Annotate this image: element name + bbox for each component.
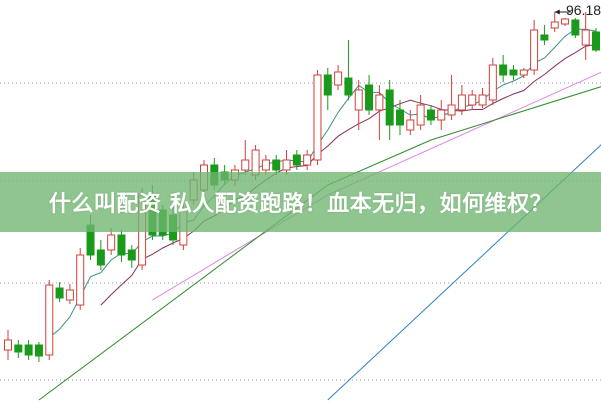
candle-body: [4, 339, 12, 351]
candle-body: [561, 18, 570, 25]
candle-body: [344, 77, 353, 96]
max-price-annotation: 96.18: [566, 2, 601, 18]
candle-body: [272, 159, 281, 171]
candle-body: [14, 344, 23, 353]
candle-body: [437, 109, 446, 121]
candle-body: [396, 109, 404, 126]
candle-body: [96, 249, 105, 266]
candle-body: [45, 284, 54, 356]
candle-body: [499, 64, 508, 76]
candle-body: [375, 94, 384, 111]
candle-body: [241, 159, 250, 171]
candle-body: [592, 31, 600, 51]
candle-body: [488, 64, 497, 101]
candle-body: [282, 159, 291, 171]
candle-body: [127, 249, 136, 261]
candle-body: [323, 74, 332, 96]
candle-body: [107, 234, 116, 251]
candle-body: [581, 29, 590, 46]
candle-body: [540, 34, 549, 41]
candle-body: [509, 69, 518, 76]
candle-body: [530, 29, 539, 71]
trend-line: [38, 86, 601, 401]
candle-body: [261, 159, 270, 171]
candle-body: [55, 287, 64, 299]
candle-body: [447, 104, 456, 116]
candle-body: [571, 19, 580, 36]
candle-body: [519, 69, 528, 76]
candle-body: [303, 154, 312, 166]
candle-body: [550, 21, 559, 29]
candle-body: [34, 344, 43, 357]
candle-body: [292, 154, 301, 166]
candle-body: [416, 104, 425, 126]
candle-body: [24, 344, 33, 356]
candle-body: [313, 74, 322, 161]
candle-body: [478, 94, 487, 106]
candle-body: [334, 71, 343, 86]
annotation-arrowhead: [554, 9, 560, 15]
candle-body: [354, 89, 363, 111]
candle-body: [406, 119, 415, 131]
candle-body: [468, 94, 477, 106]
candle-body: [457, 94, 466, 111]
headline-text: 什么叫配资 私人配资跑路！血本无归，如何维权？: [48, 192, 553, 217]
candle-body: [65, 289, 74, 301]
candle-body: [117, 234, 126, 256]
candle-body: [76, 254, 85, 306]
candle-body: [426, 109, 435, 121]
headline-banner: 什么叫配资 私人配资跑路！血本无归，如何维权？: [0, 172, 601, 232]
candle-body: [365, 84, 374, 111]
candle-body: [385, 89, 394, 126]
